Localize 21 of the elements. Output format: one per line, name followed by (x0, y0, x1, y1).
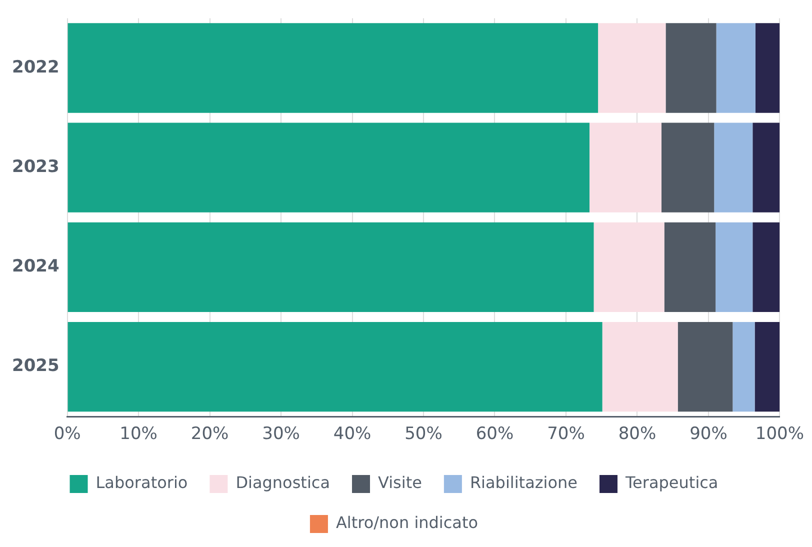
x-tick-label: 90% (690, 424, 728, 444)
x-tick-label: 40% (333, 424, 372, 444)
legend-label: Terapeutica (624, 473, 718, 492)
x-tick-label: 60% (476, 424, 514, 444)
legend-label: Visite (378, 473, 422, 492)
legend-label: Riabilitazione (470, 473, 578, 492)
x-tick-label: 80% (618, 424, 656, 444)
legend-label: Diagnostica (236, 473, 330, 492)
x-tick-label: 20% (190, 424, 229, 444)
x-tick-label: 70% (547, 424, 585, 444)
x-tick-label: 0% (54, 424, 81, 444)
x-tick-label: 10% (120, 424, 158, 444)
y-tick-label: 2022 (12, 57, 60, 78)
legend-label: Altro/non indicato (336, 513, 478, 532)
x-tick-label: 30% (262, 424, 300, 444)
y-tick-label: 2023 (12, 157, 60, 178)
y-tick-label: 2024 (12, 256, 60, 277)
y-tick-label: 2025 (12, 356, 60, 376)
x-tick-label: 100% (755, 424, 804, 444)
x-tick-label: 50% (404, 424, 442, 444)
legend-label: Laboratorio (96, 473, 188, 492)
